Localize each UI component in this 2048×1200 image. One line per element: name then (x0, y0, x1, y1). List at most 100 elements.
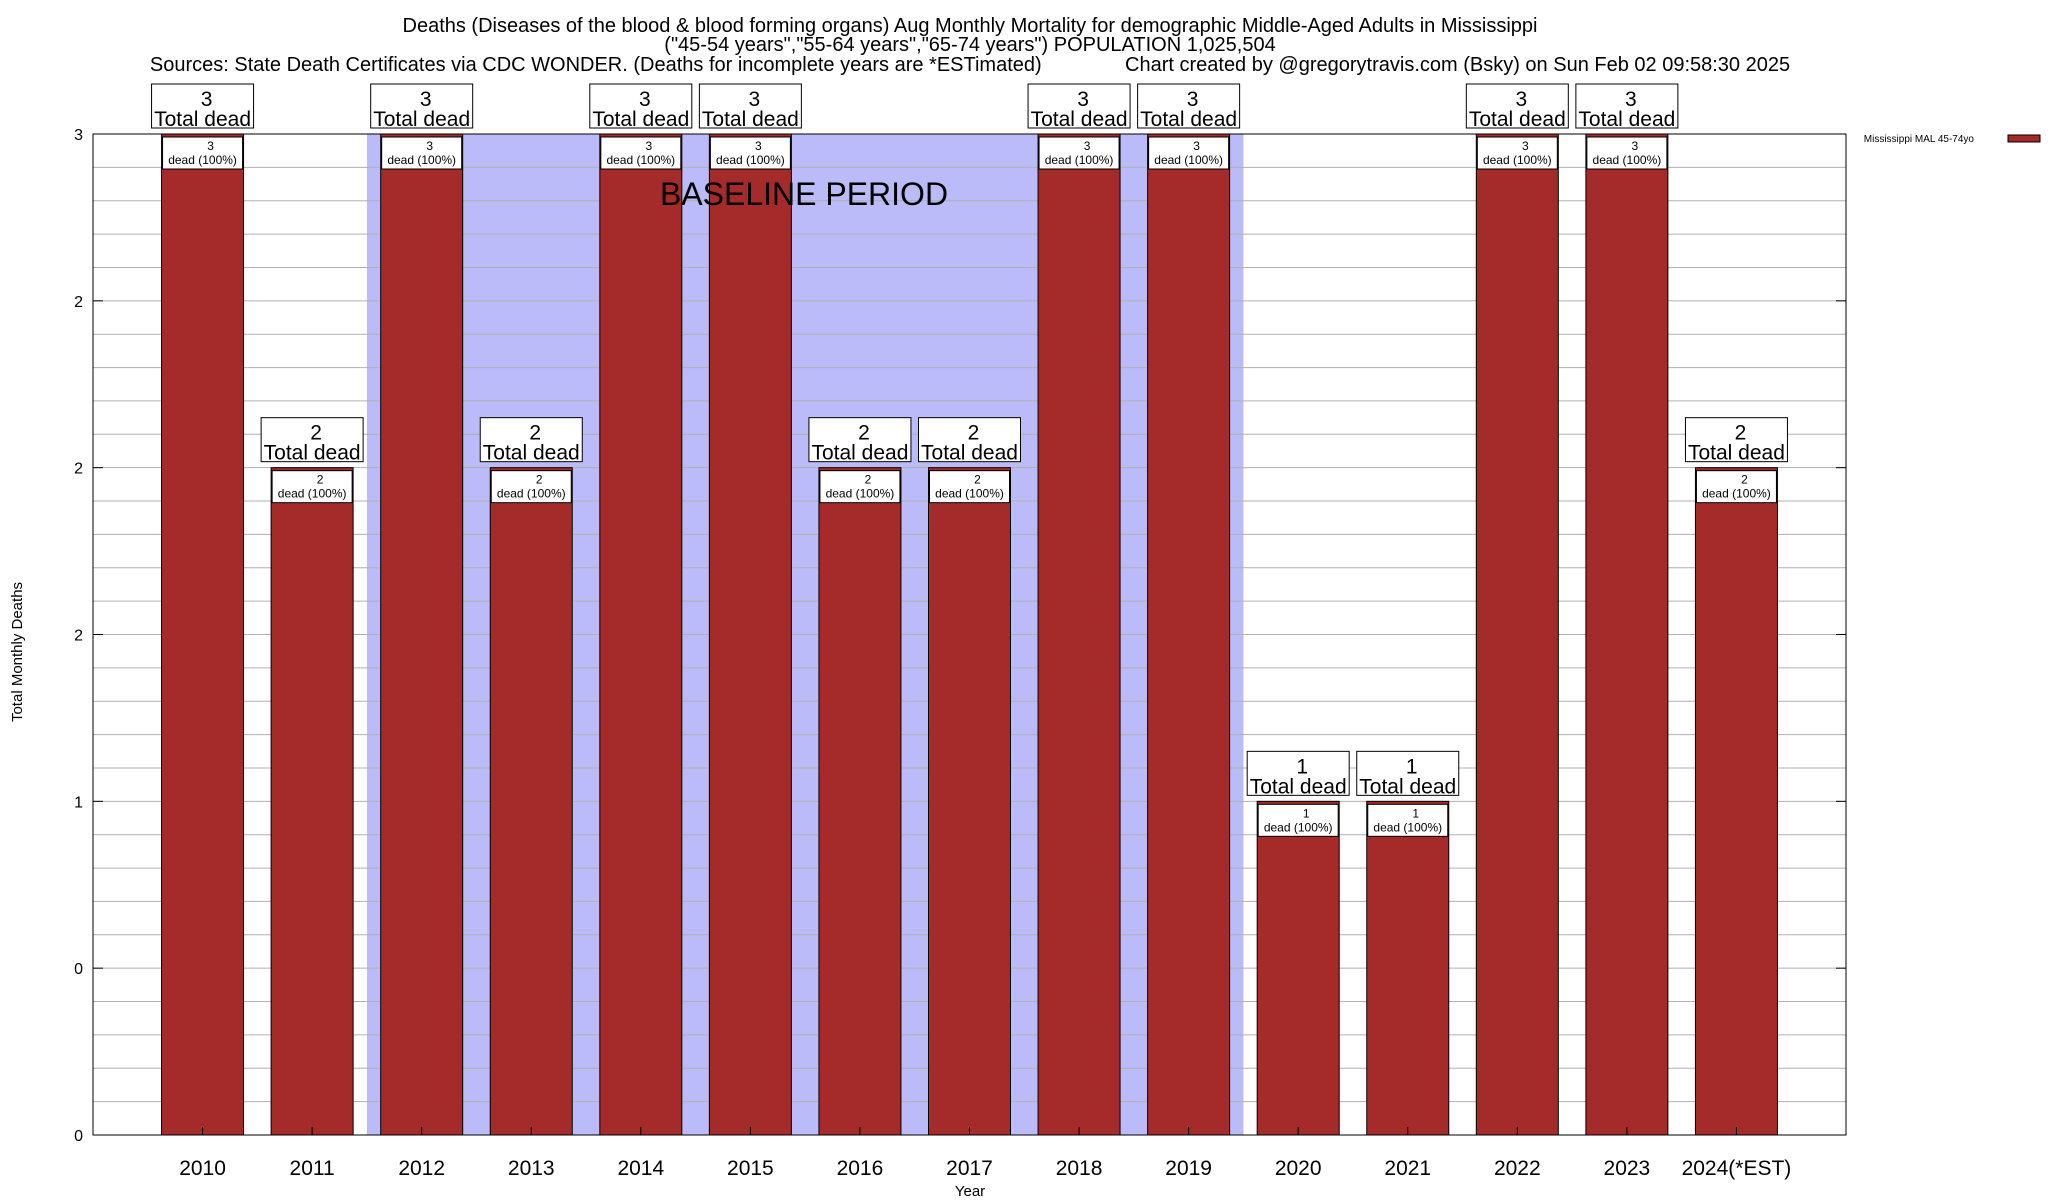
total-label-box (918, 417, 1021, 463)
bar-label-value: 3 (1632, 139, 1639, 153)
total-label-text: Total dead (921, 442, 1018, 465)
bar-2023 (1585, 133, 1669, 1136)
bar-label-text: dead (100%) (1373, 820, 1442, 834)
total-label-value: 3 (1187, 88, 1199, 111)
bar-label-text: dead (100%) (1702, 487, 1771, 501)
total-label-box (589, 83, 693, 129)
total-label-value: 3 (639, 88, 651, 111)
y-tick-label: 2 (74, 461, 83, 478)
total-label-text: Total dead (373, 108, 470, 131)
bar-label-value: 3 (755, 139, 762, 153)
total-label-box (1575, 83, 1679, 129)
chart-subtitle: ("45-54 years","55-64 years","65-74 year… (664, 34, 1275, 56)
x-tick-label: 2010 (179, 1157, 226, 1180)
total-label-text: Total dead (592, 108, 689, 131)
bar-label-box (709, 136, 791, 170)
bar-2012 (380, 133, 464, 1136)
x-tick-label: 2016 (837, 1157, 884, 1180)
bar-2019 (1147, 133, 1231, 1136)
total-label-text: Total dead (483, 442, 580, 465)
bar-2024(*EST) (1694, 467, 1778, 1136)
bar-label-value: 1 (1412, 806, 1419, 820)
bar-label-value: 3 (1522, 139, 1529, 153)
x-tick-label: 2011 (290, 1157, 335, 1180)
legend-swatch (2007, 134, 2041, 143)
total-label-value: 1 (1296, 755, 1308, 778)
y-tick-label: 0 (74, 961, 83, 978)
bar-label-box (271, 470, 353, 504)
bar-label-text: dead (100%) (168, 153, 237, 167)
bar-2022 (1475, 133, 1559, 1136)
total-label-text: Total dead (154, 108, 251, 131)
legend-entry-label: Mississippi MAL 45-74yo (1864, 134, 1975, 145)
bar-label-box (490, 470, 572, 504)
total-label-value: 3 (1077, 88, 1089, 111)
total-label-box (1684, 417, 1788, 463)
bar-2020 (1256, 800, 1340, 1136)
baseline-period-label: BASELINE PERIOD (660, 176, 948, 212)
bar-label-text: dead (100%) (826, 487, 895, 501)
bar-label-value: 3 (645, 139, 652, 153)
total-label-text: Total dead (1688, 442, 1785, 465)
x-tick-label: 2014 (617, 1157, 664, 1180)
bar-label-value: 2 (536, 473, 543, 487)
y-tick-label: 0 (74, 1128, 83, 1145)
total-label-box (808, 417, 912, 463)
bar-label-value: 3 (426, 139, 433, 153)
total-label-box (1356, 750, 1460, 796)
y-tick-label: 3 (74, 127, 83, 144)
total-label-value: 3 (749, 88, 761, 111)
bar-label-box (819, 470, 901, 504)
bar-2018 (1037, 133, 1121, 1136)
bar-label-box (1586, 136, 1668, 170)
total-label-text: Total dead (264, 442, 361, 465)
axes-layer: 0 0 1 2 2 2 3 2010 2011 2012 2013 2014 2015 2016 2017 2… (74, 127, 1847, 1180)
total-label-value: 2 (1735, 422, 1747, 445)
y-axis-title: Total Monthly Deaths (9, 582, 26, 722)
bar-label-box (1695, 470, 1777, 504)
total-label-value: 3 (420, 88, 432, 111)
total-label-text: Total dead (1250, 775, 1347, 798)
bar-label-text: dead (100%) (1593, 153, 1662, 167)
bar-label-value: 3 (1193, 139, 1200, 153)
bar-2014 (599, 133, 683, 1136)
total-label-value: 2 (968, 422, 980, 445)
y-tick-label: 1 (74, 794, 83, 811)
total-label-value: 1 (1406, 755, 1418, 778)
y-tick-label: 2 (74, 294, 83, 311)
bar-label-text: dead (100%) (1483, 153, 1552, 167)
bar-2011 (270, 467, 354, 1136)
total-label-box (260, 417, 364, 463)
bar-label-value: 2 (317, 473, 324, 487)
total-label-value: 3 (1515, 88, 1527, 111)
total-label-text: Total dead (1359, 775, 1456, 798)
bar-label-value: 2 (974, 473, 981, 487)
bar-label-value: 2 (1741, 473, 1748, 487)
x-tick-label: 2012 (398, 1157, 445, 1180)
bar-2017 (928, 467, 1011, 1136)
x-tick-label: 2013 (508, 1157, 555, 1180)
total-label-text: Total dead (811, 442, 908, 465)
legend: Mississippi MAL 45-74yo (1864, 134, 2041, 145)
bar-label-text: dead (100%) (716, 153, 785, 167)
bar-label-box (1367, 803, 1449, 837)
total-label-value: 2 (858, 422, 870, 445)
bar-label-box (162, 136, 244, 170)
bar-2015 (708, 133, 792, 1136)
bar-2016 (818, 467, 902, 1136)
bar-label-text: dead (100%) (1045, 153, 1114, 167)
total-label-value: 2 (310, 422, 322, 445)
bar-2010 (161, 133, 245, 1136)
bar-label-box (929, 470, 1010, 504)
total-label-text: Total dead (1031, 108, 1128, 131)
total-label-text: Total dead (1469, 108, 1566, 131)
x-tick-label: 2019 (1165, 1157, 1212, 1180)
bar-label-box (381, 136, 463, 170)
x-tick-label: 2017 (946, 1157, 993, 1180)
bar-label-value: 3 (1084, 139, 1091, 153)
x-tick-label: 2015 (727, 1157, 774, 1180)
bar-label-value: 2 (865, 473, 872, 487)
bar-label-box (1476, 136, 1558, 170)
